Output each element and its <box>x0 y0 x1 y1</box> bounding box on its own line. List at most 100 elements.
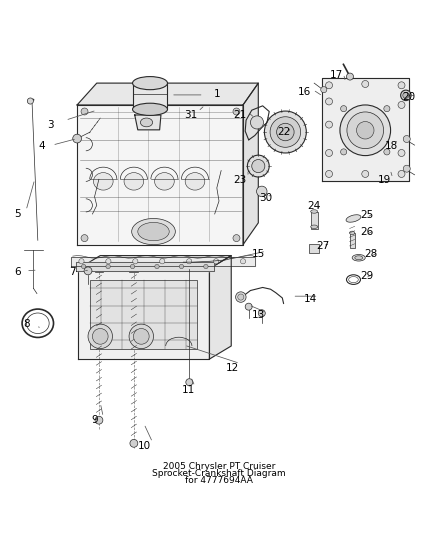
Text: 20: 20 <box>403 92 416 102</box>
Circle shape <box>159 259 165 264</box>
Text: 17: 17 <box>330 70 343 80</box>
Text: 21: 21 <box>233 110 247 119</box>
Circle shape <box>106 264 110 269</box>
Circle shape <box>357 122 374 139</box>
Ellipse shape <box>141 118 152 127</box>
Circle shape <box>233 235 240 241</box>
Ellipse shape <box>138 222 169 241</box>
Circle shape <box>95 416 103 424</box>
Ellipse shape <box>133 77 167 90</box>
Text: 26: 26 <box>360 228 373 237</box>
Circle shape <box>251 116 264 129</box>
Circle shape <box>346 73 353 80</box>
Circle shape <box>277 123 294 141</box>
Text: 11: 11 <box>182 385 195 394</box>
Circle shape <box>325 149 332 157</box>
Bar <box>309 244 319 253</box>
Bar <box>350 233 355 248</box>
Text: 23: 23 <box>233 175 247 185</box>
Circle shape <box>403 135 410 142</box>
Circle shape <box>403 165 410 172</box>
Ellipse shape <box>346 215 361 222</box>
Polygon shape <box>71 257 255 265</box>
Ellipse shape <box>185 173 205 190</box>
Circle shape <box>325 98 332 105</box>
Circle shape <box>257 186 267 197</box>
Circle shape <box>325 82 332 89</box>
Text: 6: 6 <box>14 266 21 277</box>
Circle shape <box>325 121 332 128</box>
Circle shape <box>186 379 193 386</box>
Circle shape <box>130 439 138 447</box>
Circle shape <box>247 155 269 177</box>
Circle shape <box>240 259 246 264</box>
Ellipse shape <box>155 173 174 190</box>
Polygon shape <box>78 269 209 359</box>
Polygon shape <box>77 83 258 105</box>
Circle shape <box>384 149 390 155</box>
Ellipse shape <box>93 173 113 190</box>
Circle shape <box>245 303 252 310</box>
Circle shape <box>362 80 369 87</box>
Text: 22: 22 <box>277 127 290 137</box>
Polygon shape <box>76 262 214 271</box>
Circle shape <box>81 235 88 241</box>
Text: 19: 19 <box>378 175 392 185</box>
Text: 14: 14 <box>304 294 317 304</box>
Circle shape <box>134 328 149 344</box>
Circle shape <box>155 264 159 269</box>
Ellipse shape <box>124 173 144 190</box>
Text: 25: 25 <box>360 210 373 220</box>
Ellipse shape <box>311 225 318 229</box>
Text: 7: 7 <box>69 266 76 277</box>
Circle shape <box>325 171 332 177</box>
Circle shape <box>384 106 390 112</box>
Circle shape <box>106 259 111 264</box>
Circle shape <box>341 106 347 112</box>
Circle shape <box>187 259 192 264</box>
Circle shape <box>403 92 409 99</box>
Text: 15: 15 <box>252 249 265 259</box>
Text: 8: 8 <box>24 319 30 329</box>
Circle shape <box>398 101 405 108</box>
Circle shape <box>265 111 306 153</box>
Circle shape <box>27 98 33 104</box>
Circle shape <box>321 87 327 93</box>
Text: 10: 10 <box>138 440 152 450</box>
Circle shape <box>131 264 135 269</box>
Polygon shape <box>78 256 231 269</box>
Circle shape <box>398 82 405 89</box>
Circle shape <box>398 171 405 177</box>
Ellipse shape <box>352 254 365 261</box>
Bar <box>311 212 318 229</box>
Circle shape <box>213 259 219 264</box>
Circle shape <box>233 108 240 115</box>
Circle shape <box>401 90 411 101</box>
Polygon shape <box>77 105 243 245</box>
Ellipse shape <box>133 103 167 116</box>
Ellipse shape <box>355 256 363 260</box>
Circle shape <box>398 149 405 157</box>
Circle shape <box>79 259 84 264</box>
Circle shape <box>88 324 113 349</box>
Text: 9: 9 <box>91 415 98 425</box>
Text: 4: 4 <box>39 141 46 151</box>
Text: 29: 29 <box>360 271 373 281</box>
Circle shape <box>270 117 300 147</box>
Bar <box>90 280 197 349</box>
Text: 13: 13 <box>252 310 265 320</box>
Circle shape <box>252 159 265 173</box>
Polygon shape <box>321 78 409 181</box>
Text: for 4777694AA: for 4777694AA <box>185 476 253 485</box>
Polygon shape <box>135 115 161 130</box>
Circle shape <box>179 264 184 269</box>
Circle shape <box>73 134 81 143</box>
Circle shape <box>362 171 369 177</box>
Circle shape <box>238 294 244 300</box>
Circle shape <box>258 310 265 317</box>
Text: 28: 28 <box>364 249 378 259</box>
Text: 5: 5 <box>14 209 21 219</box>
Circle shape <box>81 108 88 115</box>
Circle shape <box>341 149 347 155</box>
Circle shape <box>204 264 208 269</box>
